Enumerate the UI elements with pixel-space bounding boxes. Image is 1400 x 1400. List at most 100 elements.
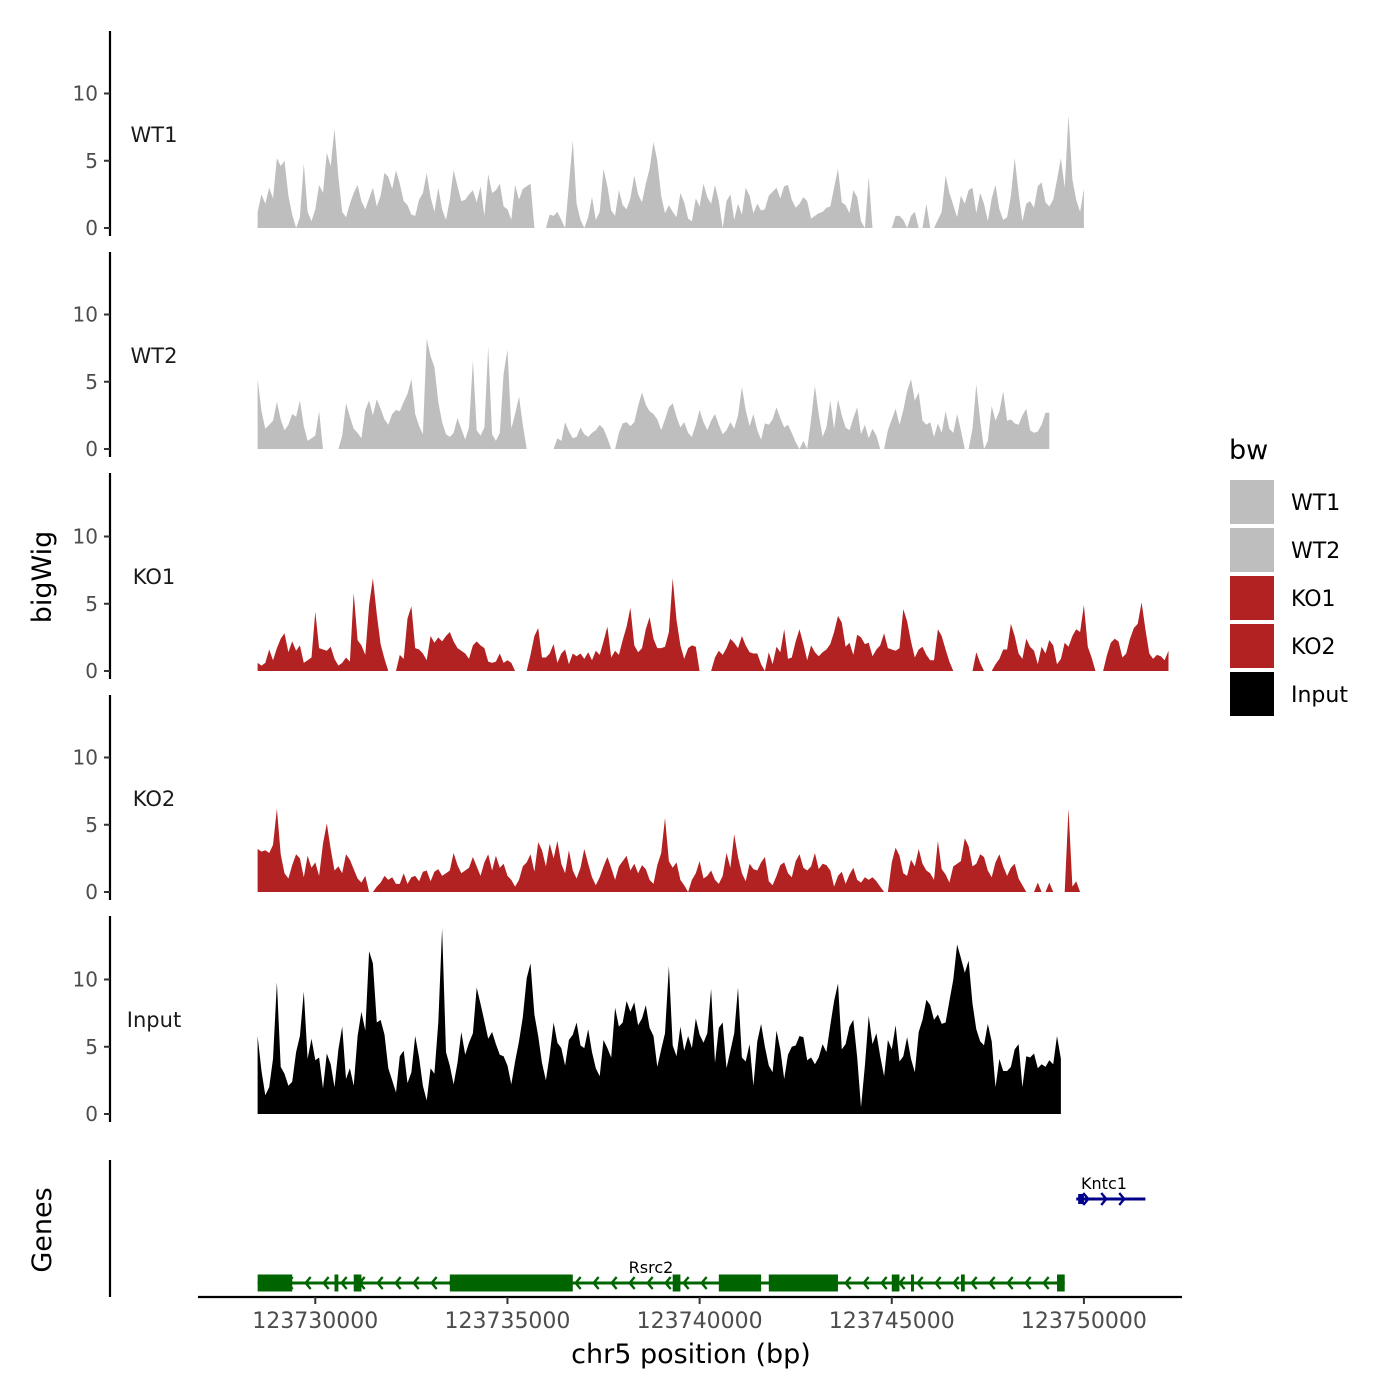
y-tick-label: 10 [73,525,98,549]
strand-arrow [1042,1276,1050,1290]
y-tick-label: 10 [73,746,98,770]
legend-title: bw [1229,435,1268,466]
legend-swatch [1230,576,1274,620]
strand-arrow [574,1276,582,1290]
y-tick-label: 5 [85,370,98,394]
track-label: KO2 [133,787,176,811]
strand-arrow [646,1276,654,1290]
y-tick-label: 5 [85,1035,98,1059]
strand-arrow [664,1276,672,1290]
bigwig-tracks: 0 5 10 WT1 0 5 10 WT2 0 5 10 KO1 0 5 10 KO2 0 5 10 Input [73,31,1169,1126]
strand-arrow [682,1276,690,1290]
legend-swatch [1230,528,1274,572]
track-input: 0 5 10 Input [73,916,1061,1126]
exon [672,1274,681,1292]
x-tick-label: 123730000 [252,1309,378,1334]
strand-arrow [376,1276,384,1290]
track-label: KO1 [133,565,176,589]
x-tick-label: 123745000 [829,1309,955,1334]
strand-arrow [1082,1192,1090,1206]
legend-label: WT2 [1291,539,1340,564]
gene-label: Kntc1 [1081,1174,1127,1193]
strand-arrow [592,1276,600,1290]
gene-kntc1: Kntc1 [1076,1174,1146,1206]
exon [334,1274,339,1292]
y-tick-label: 5 [85,813,98,837]
track-label: WT1 [131,123,178,147]
strand-arrow [1006,1276,1014,1290]
signal-area-ko2 [257,808,1081,892]
track-ko2: 0 5 10 KO2 [73,695,1081,904]
y-tick-label: 0 [85,437,98,461]
strand-arrow [412,1276,420,1290]
strand-arrow [934,1276,942,1290]
y-axis-title: bigWig [27,531,58,624]
y-tick-label: 10 [73,968,98,992]
exon [718,1274,762,1292]
strand-arrow [970,1276,978,1290]
y-tick-label: 10 [73,82,98,106]
strand-arrow [1100,1192,1108,1206]
x-tick-label: 123740000 [637,1309,763,1334]
track-wt2: 0 5 10 WT2 [73,252,1050,461]
strand-arrow [952,1276,960,1290]
strand-arrow [304,1276,312,1290]
track-ko1: 0 5 10 KO1 [73,473,1169,683]
legend-label: KO2 [1291,635,1336,660]
y-tick-label: 0 [85,1102,98,1126]
exon [1078,1194,1084,1204]
strand-arrow [430,1276,438,1290]
legend-swatch [1230,624,1274,668]
x-axis: 123730000 123735000 123740000 123745000 1237… [198,1295,1182,1334]
signal-area-ko1 [257,578,1169,671]
exon [910,1274,914,1292]
track-label: WT2 [131,344,178,368]
y-tick-label: 5 [85,592,98,616]
signal-area-input [257,928,1061,1114]
strand-arrow [988,1276,996,1290]
strand-arrow [916,1276,924,1290]
legend-label: WT1 [1291,491,1340,516]
strand-arrow [322,1276,330,1290]
strand-arrow [1024,1276,1032,1290]
strand-arrow [1118,1192,1126,1206]
x-axis-title: chr5 position (bp) [571,1339,811,1370]
exon [768,1274,838,1292]
exon [353,1274,362,1292]
gene-track: Rsrc2 Kntc1 [108,1160,1146,1297]
signal-area-wt2 [257,338,1050,449]
track-wt1: 0 5 10 WT1 [73,31,1084,240]
exon [960,1274,965,1292]
x-tick-label: 123750000 [1021,1309,1147,1334]
exon [449,1274,573,1292]
gene-rsrc2: Rsrc2 [257,1258,1065,1292]
y-tick-label: 0 [85,216,98,240]
strand-arrow [340,1276,348,1290]
strand-arrow [862,1276,870,1290]
strand-arrow [898,1276,906,1290]
strand-arrow [700,1276,708,1290]
y-tick-label: 10 [73,303,98,327]
strand-arrow [880,1276,888,1290]
legend-swatch [1230,672,1274,716]
legend-swatch [1230,480,1274,524]
y-tick-label: 5 [85,149,98,173]
genes-axis-title: Genes [27,1187,58,1272]
track-label: Input [127,1008,181,1032]
y-tick-label: 0 [85,659,98,683]
strand-arrow [844,1276,852,1290]
x-tick-label: 123735000 [444,1309,570,1334]
signal-area-wt1 [257,115,1084,228]
legend: bw WT1 WT2 KO1 KO2 Input [1229,435,1348,716]
legend-label: Input [1291,683,1348,708]
exon [891,1274,900,1292]
exon [257,1274,293,1292]
legend-label: KO1 [1291,587,1336,612]
y-tick-label: 0 [85,880,98,904]
gene-label: Rsrc2 [629,1258,674,1277]
strand-arrow [394,1276,402,1290]
strand-arrow [610,1276,618,1290]
exon [1057,1274,1065,1292]
strand-arrow [628,1276,636,1290]
